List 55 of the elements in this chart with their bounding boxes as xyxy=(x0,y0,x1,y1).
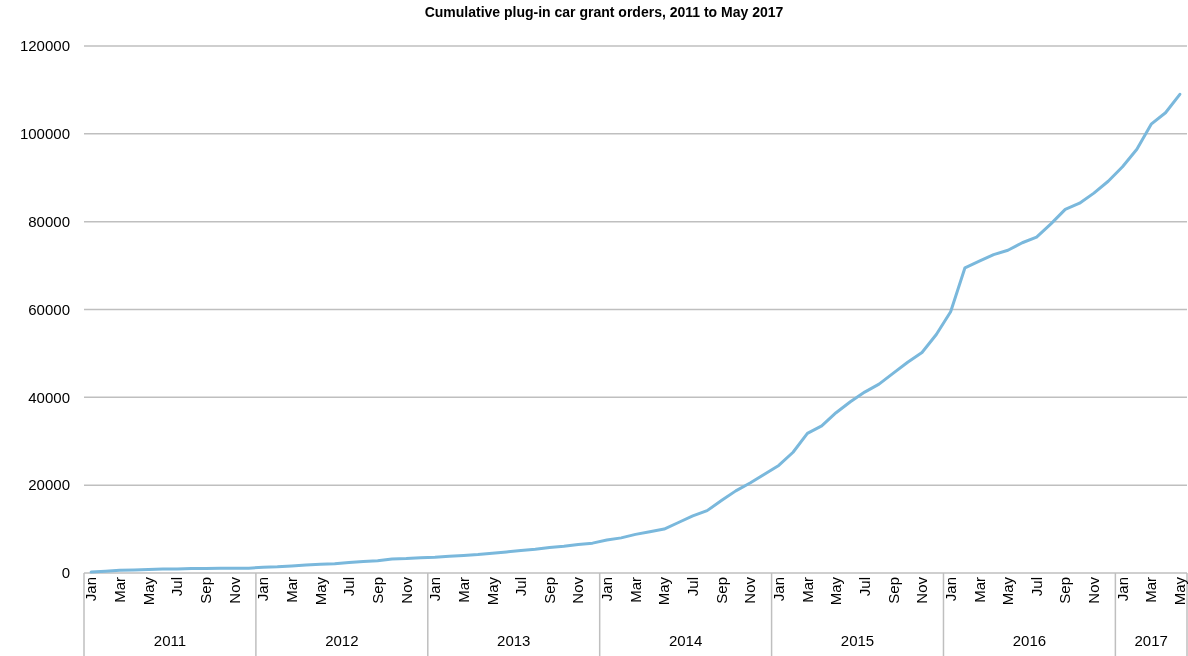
x-tick-label: Sep xyxy=(1056,577,1074,604)
y-tick-label: 20000 xyxy=(28,476,70,494)
x-tick-label: Jul xyxy=(1027,577,1045,597)
x-tick-label: Jan xyxy=(941,577,959,602)
x-tick-label: May xyxy=(483,576,501,606)
text: 2017 xyxy=(1134,632,1168,649)
x-tick-label: Mar xyxy=(970,577,988,603)
x-tick-label: Jan xyxy=(770,577,787,602)
x-tick-label: Jan xyxy=(82,577,100,602)
x-tick-label: Nov xyxy=(225,576,243,604)
y-tick-label: 40000 xyxy=(28,388,70,406)
x-tick-label: Mar xyxy=(1142,577,1160,603)
x-tick-label: Sep xyxy=(712,577,730,604)
x-tick-label: Mar xyxy=(454,577,472,603)
x-tick-label: Jul xyxy=(684,577,702,597)
x-tick-label: Nov xyxy=(569,576,587,604)
x-tick-label: Jul xyxy=(855,577,873,597)
x-tick-label: Mar xyxy=(111,577,129,603)
text: 2012 xyxy=(325,632,359,649)
x-tick-label: May xyxy=(311,576,329,606)
x-tick-label: May xyxy=(827,576,845,606)
x-tick-label: Jul xyxy=(512,577,530,597)
text: 2016 xyxy=(1012,632,1047,649)
x-tick-label: Nov xyxy=(397,576,415,604)
x-tick-label: Jan xyxy=(1113,577,1131,602)
x-tick-label: Nov xyxy=(913,576,931,604)
x-tick-label: Jan xyxy=(598,577,616,602)
x-tick-label: Nov xyxy=(741,576,759,604)
text: 2013 xyxy=(497,632,531,649)
x-tick-label: May xyxy=(1171,576,1188,606)
x-tick-label: Jan xyxy=(254,577,272,602)
x-tick-label: Sep xyxy=(368,577,386,604)
x-tick-label: Jul xyxy=(168,577,186,597)
x-tick-label: Sep xyxy=(197,577,215,604)
text: 2011 xyxy=(153,632,187,649)
x-tick-label: Mar xyxy=(626,577,644,603)
x-tick-label: Nov xyxy=(1085,576,1103,604)
y-tick-label: 0 xyxy=(61,564,70,582)
text: 2015 xyxy=(840,632,875,649)
text: 2014 xyxy=(668,632,703,649)
y-tick-label: 120000 xyxy=(19,37,70,55)
x-tick-label: Jan xyxy=(426,577,444,602)
chart-title: Cumulative plug-in car grant orders, 2011 to May 2017 xyxy=(424,4,784,20)
x-tick-label: May xyxy=(655,576,673,606)
y-tick-label: 100000 xyxy=(19,125,70,143)
x-tick-label: May xyxy=(999,576,1017,606)
y-tick-label: 60000 xyxy=(28,300,70,318)
line-series xyxy=(89,92,1182,574)
x-tick-label: Sep xyxy=(884,577,902,604)
x-tick-label: Mar xyxy=(282,577,300,603)
x-tick-label: May xyxy=(139,576,157,606)
x-tick-label: Mar xyxy=(798,577,816,603)
y-tick-label: 80000 xyxy=(28,212,70,230)
x-tick-label: Sep xyxy=(540,577,558,604)
x-tick-label: Jul xyxy=(340,577,358,597)
